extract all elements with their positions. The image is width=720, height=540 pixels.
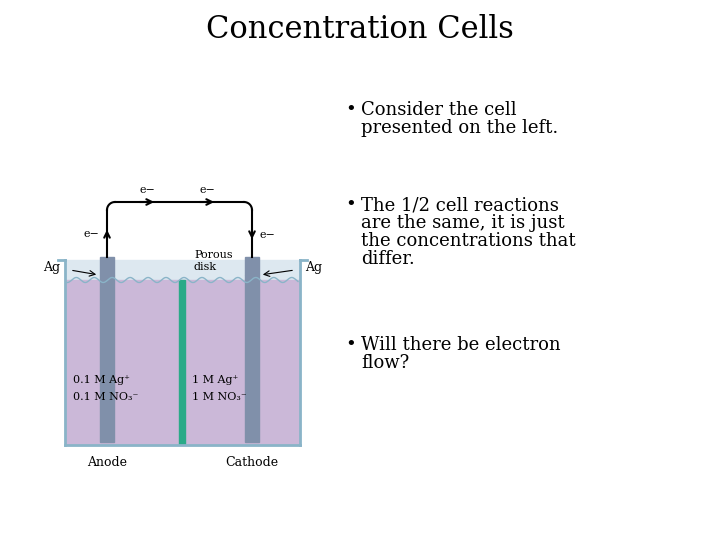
Text: 0.1 M NO₃⁻: 0.1 M NO₃⁻ [73,392,138,402]
Text: 1 M Ag⁺: 1 M Ag⁺ [192,375,238,385]
Text: Anode: Anode [87,456,127,469]
Text: e−: e− [199,185,215,195]
Text: e−: e− [260,230,276,240]
Text: Will there be electron: Will there be electron [361,336,561,354]
Text: presented on the left.: presented on the left. [361,119,558,137]
Bar [65,260,300,445]
Bar [100,275,114,442]
Text: Concentration Cells: Concentration Cells [206,15,514,45]
Text: e−: e− [139,185,155,195]
Text: Porous: Porous [194,250,233,260]
Text: flow?: flow? [361,354,409,372]
Text: Ag: Ag [43,261,60,274]
Text: e−: e− [83,229,99,239]
Text: Cathode: Cathode [225,456,279,469]
Text: •: • [345,336,356,354]
Text: The 1/2 cell reactions: The 1/2 cell reactions [361,196,559,214]
Bar [179,280,185,444]
Text: 1 M NO₃⁻: 1 M NO₃⁻ [192,392,247,402]
Text: the concentrations that: the concentrations that [361,232,575,250]
Bar [245,257,259,275]
Text: Consider the cell: Consider the cell [361,101,517,119]
Text: differ.: differ. [361,250,415,268]
Text: •: • [345,101,356,119]
Text: Ag: Ag [305,261,322,274]
Text: •: • [345,196,356,214]
Bar [100,257,114,275]
Text: are the same, it is just: are the same, it is just [361,214,564,232]
Text: disk: disk [194,262,217,272]
Bar [245,275,259,442]
Text: 0.1 M Ag⁺: 0.1 M Ag⁺ [73,375,130,385]
Bar [66,280,299,444]
